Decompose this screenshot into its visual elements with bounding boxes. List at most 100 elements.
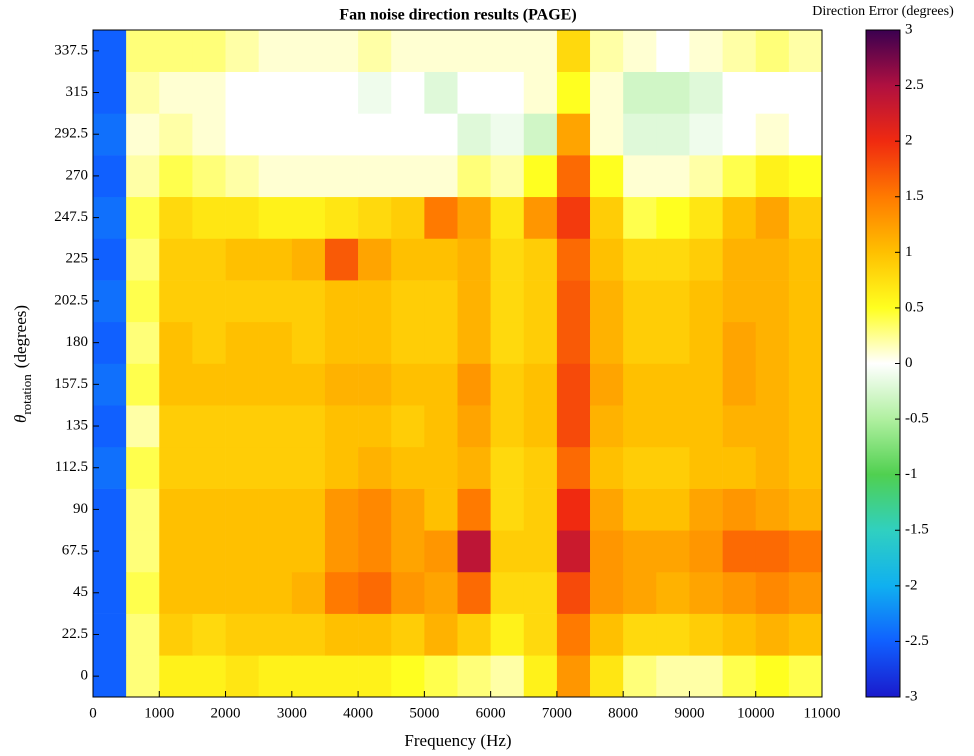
heatmap-cell	[424, 238, 458, 281]
heatmap-cell	[556, 363, 591, 406]
heatmap-cell	[623, 238, 657, 281]
heatmap-cell	[126, 71, 160, 114]
heatmap-cell	[556, 488, 591, 531]
heatmap-cell	[722, 238, 757, 281]
heatmap-cell	[623, 280, 657, 323]
y-axis-subscript: rotation	[19, 374, 34, 415]
heatmap-cell	[722, 488, 757, 531]
heatmap-cell	[755, 155, 790, 198]
heatmap-cell	[126, 30, 160, 72]
y-tick-label: 202.5	[54, 292, 88, 308]
x-tick-label: 0	[89, 705, 97, 721]
heatmap-cell	[159, 446, 193, 489]
heatmap-cell	[457, 613, 491, 656]
heatmap-cell	[755, 71, 790, 114]
plot-frame	[92, 29, 823, 698]
heatmap-cell	[623, 155, 657, 198]
heatmap-cell	[391, 280, 425, 323]
heatmap-cell	[291, 655, 326, 698]
heatmap-cell	[258, 196, 293, 239]
heatmap-cell	[689, 655, 723, 698]
heatmap-cell	[192, 113, 226, 156]
heatmap-cell	[689, 446, 723, 489]
x-tick-label: 6000	[476, 705, 506, 721]
heatmap-cell	[358, 280, 392, 323]
y-tick-label: 180	[66, 334, 89, 350]
colorbar-tick-label: 1	[905, 244, 913, 260]
heatmap-cell	[755, 655, 790, 698]
heatmap-cell	[590, 530, 624, 573]
heatmap-cell	[126, 196, 160, 239]
heatmap-cell	[358, 571, 392, 614]
heatmap-cell	[689, 113, 723, 156]
heatmap-cell	[788, 113, 823, 156]
heatmap-cell	[225, 363, 259, 406]
heatmap-cell	[291, 155, 326, 198]
heatmap-cell	[656, 113, 690, 156]
heatmap-cell	[556, 321, 591, 364]
heatmap-cell	[126, 363, 160, 406]
heatmap-cell	[324, 71, 359, 114]
heatmap-cell	[424, 530, 458, 573]
heatmap-cell	[126, 155, 160, 198]
heatmap-cell	[523, 655, 558, 698]
heatmap-cell	[126, 405, 160, 448]
heatmap-cell	[324, 321, 359, 364]
heatmap-cell	[424, 113, 458, 156]
heatmap-cell	[291, 446, 326, 489]
heatmap-cell	[192, 613, 226, 656]
heatmap-cell	[590, 30, 624, 72]
colorbar-tick-label: 2.5	[905, 77, 924, 93]
heatmap-cell	[424, 30, 458, 72]
heatmap-cell	[391, 113, 425, 156]
x-tick-label: 1000	[144, 705, 174, 721]
heatmap-cell	[689, 30, 723, 72]
heatmap-cell	[126, 613, 160, 656]
heatmap-cell	[358, 71, 392, 114]
heatmap-cell	[358, 155, 392, 198]
heatmap-cell	[722, 30, 757, 72]
colorbar-tick-label: -3	[905, 688, 918, 704]
heatmap-cell	[159, 196, 193, 239]
heatmap-cell	[457, 488, 491, 531]
y-tick-label: 0	[81, 668, 89, 684]
heatmap-cell	[126, 321, 160, 364]
colorbar-tick-label: 1.5	[905, 188, 924, 204]
heatmap-cell	[159, 613, 193, 656]
heatmap-cell	[689, 405, 723, 448]
y-axis-label: θrotation (degrees)	[11, 305, 34, 423]
heatmap-cell	[788, 655, 823, 698]
heatmap-cell	[324, 238, 359, 281]
heatmap-cell	[457, 363, 491, 406]
heatmap-cell	[324, 655, 359, 698]
heatmap-cell	[623, 613, 657, 656]
heatmap-cell	[722, 363, 757, 406]
heatmap-cell	[523, 196, 558, 239]
heatmap-cell	[523, 405, 558, 448]
heatmap-cell	[656, 446, 690, 489]
heatmap-cell	[656, 30, 690, 72]
heatmap-cell	[258, 571, 293, 614]
heatmap-cell	[656, 613, 690, 656]
heatmap-cell	[291, 405, 326, 448]
heatmap-cell	[391, 405, 425, 448]
heatmap-cell	[225, 30, 259, 72]
x-tick-label: 4000	[343, 705, 373, 721]
heatmap-cell	[556, 530, 591, 573]
heatmap-cell	[424, 446, 458, 489]
heatmap-cell	[788, 321, 823, 364]
colorbar-tick-label: 0	[905, 355, 913, 371]
x-tick-label: 8000	[608, 705, 638, 721]
heatmap-cell	[225, 280, 259, 323]
heatmap-cell	[324, 113, 359, 156]
heatmap-cell	[424, 488, 458, 531]
heatmap-cell	[159, 363, 193, 406]
heatmap-cell	[490, 71, 525, 114]
heatmap-cell	[159, 155, 193, 198]
heatmap-cell	[192, 30, 226, 72]
y-tick-label: 270	[66, 167, 89, 183]
heatmap-cell	[490, 363, 525, 406]
heatmap-cell	[358, 238, 392, 281]
heatmap-cell	[324, 30, 359, 72]
